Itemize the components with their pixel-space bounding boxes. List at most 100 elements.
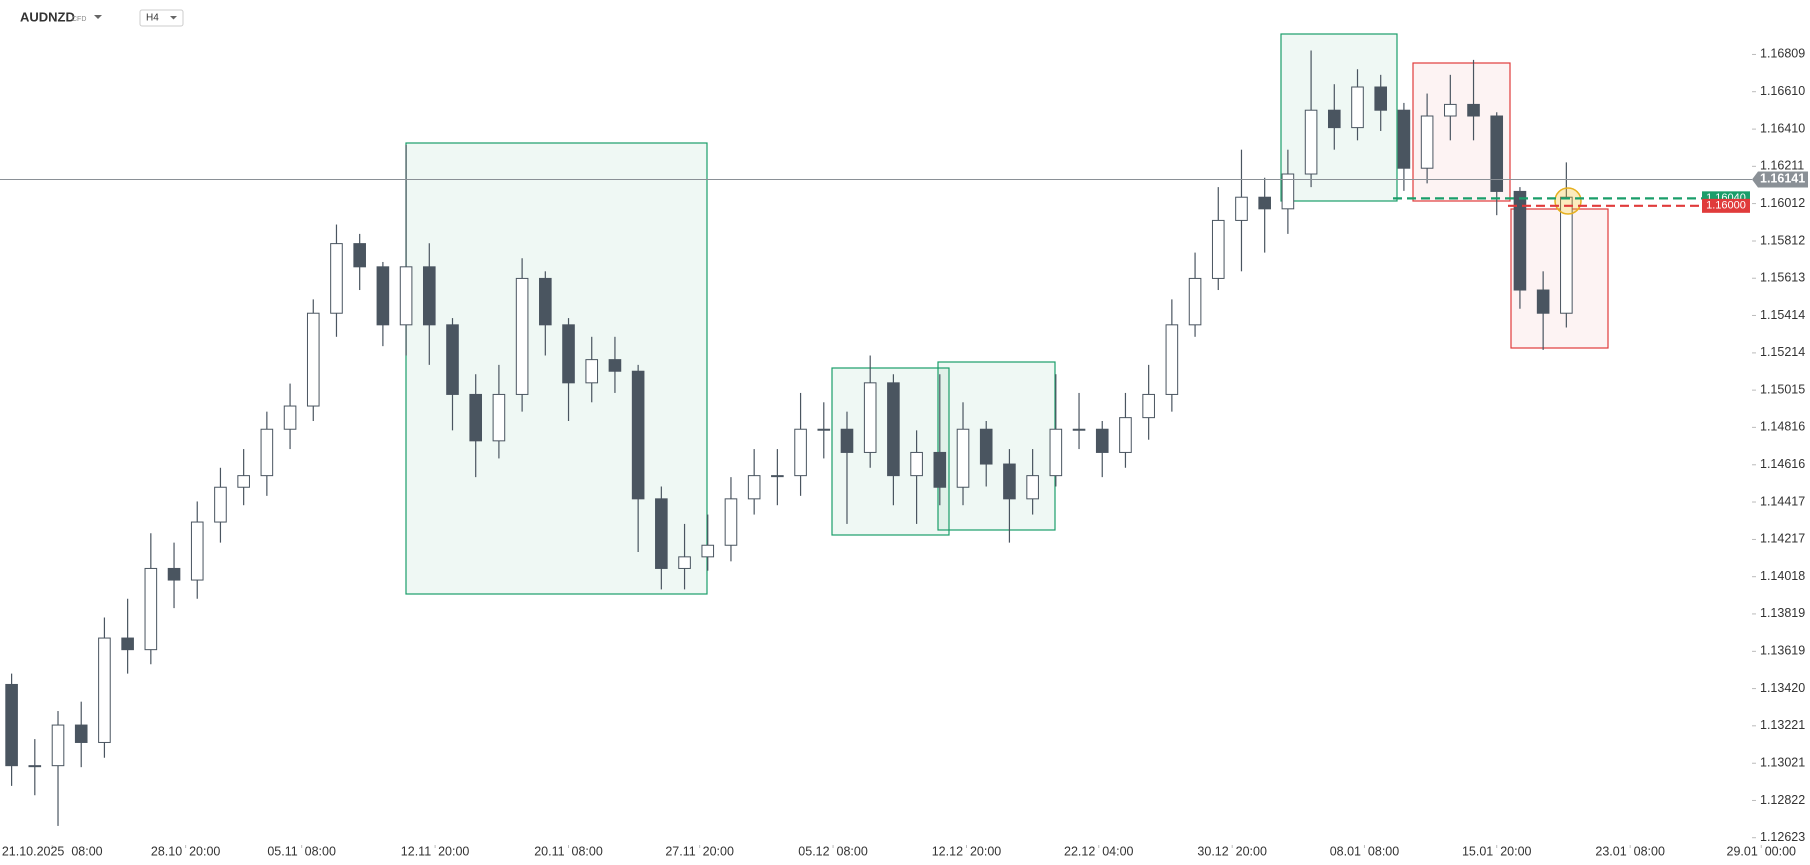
- candle-body: [1397, 109, 1411, 169]
- candle-body: [260, 428, 274, 477]
- candle-body: [539, 277, 552, 326]
- highlight-circle: [1554, 187, 1582, 215]
- candle-body: [701, 544, 715, 558]
- candle-body: [5, 683, 18, 767]
- candle-body: [817, 428, 831, 431]
- y-tick-label: 1.16211: [1760, 159, 1804, 173]
- candle-body: [933, 451, 947, 488]
- candle-body: [492, 393, 506, 442]
- x-tick-label: 12.11 20:00: [401, 844, 470, 858]
- y-tick-label: 1.16410: [1760, 121, 1805, 135]
- candle-body: [631, 370, 645, 500]
- candle-body: [1327, 109, 1341, 129]
- candle-body: [214, 486, 227, 523]
- candle-body: [28, 765, 42, 768]
- candle-body: [910, 451, 923, 477]
- candle-body: [1536, 289, 1550, 314]
- candle-body: [283, 405, 297, 430]
- last-price-tag: [1752, 171, 1808, 188]
- zone: [937, 361, 1056, 531]
- y-tick-label: 1.16809: [1760, 47, 1805, 61]
- candle-body: [190, 521, 204, 581]
- candle-body: [1374, 86, 1388, 111]
- y-tick-label: 1.14616: [1760, 457, 1805, 471]
- candle-body: [724, 498, 738, 546]
- candle-body: [1235, 196, 1248, 221]
- x-tick-label: 28.10 20:00: [151, 844, 221, 858]
- candle-body: [330, 243, 343, 314]
- x-tick-label: 12.12 20:00: [932, 844, 1002, 858]
- candles: [5, 50, 1573, 826]
- candle-body: [562, 324, 575, 384]
- dropdown-arrow[interactable]: [170, 16, 177, 20]
- candle-body: [655, 498, 668, 569]
- y-tick-label: 1.16012: [1760, 196, 1805, 210]
- y-tick-label: 1.12623: [1760, 830, 1805, 844]
- x-tick-label: 21.10.2025 08:00: [2, 844, 103, 858]
- candle-body: [1258, 196, 1271, 210]
- candle-body: [585, 359, 599, 384]
- timeframe-select[interactable]: [139, 9, 184, 27]
- candle-body: [887, 382, 900, 477]
- candle-body: [121, 637, 134, 651]
- instrument-type: CFD: [72, 16, 86, 23]
- x-tick-label: 05.11 08:00: [267, 844, 336, 858]
- y-tick-label: 1.15812: [1760, 233, 1805, 247]
- candle-body: [1165, 324, 1179, 395]
- candle-body: [399, 266, 413, 326]
- candle-body: [1119, 417, 1132, 453]
- y-tick-label: 1.15015: [1760, 382, 1805, 396]
- candle-body: [515, 277, 529, 395]
- x-tick-label: 08.01 08:00: [1330, 844, 1400, 858]
- candle-body: [74, 724, 88, 743]
- x-tick-label: 27.11 20:00: [665, 844, 734, 858]
- candle-body: [1211, 219, 1225, 279]
- last-price-label: 1.16141: [1760, 172, 1805, 186]
- candle-body: [1188, 277, 1202, 326]
- candle-body: [747, 475, 761, 500]
- zone: [1510, 208, 1609, 349]
- y-tick-label: 1.13221: [1760, 718, 1805, 732]
- x-tick-label: 15.01 20:00: [1462, 844, 1532, 858]
- candle-body: [469, 393, 483, 442]
- candle-body: [1560, 196, 1573, 314]
- dropdown-arrow[interactable]: [94, 15, 102, 19]
- candle-body: [1444, 103, 1457, 117]
- y-tick-label: 1.14816: [1760, 420, 1805, 434]
- y-tick-label: 1.15613: [1760, 271, 1805, 285]
- x-tick-label: 05.12 08:00: [798, 844, 868, 858]
- candle-body: [1467, 103, 1480, 117]
- y-tick-label: 1.13619: [1760, 644, 1805, 658]
- candle-body: [1026, 475, 1039, 500]
- candle-body: [979, 428, 993, 465]
- candle-body: [1490, 115, 1504, 192]
- candle-body: [1072, 428, 1086, 431]
- symbol[interactable]: AUDNZD: [20, 9, 75, 24]
- candle-body: [771, 475, 784, 478]
- timeframe[interactable]: H4: [146, 13, 159, 24]
- candle-body: [1304, 109, 1318, 175]
- y-tick-label: 1.15414: [1760, 308, 1805, 322]
- y-tick-label: 1.13420: [1760, 681, 1805, 695]
- candle-body: [1420, 115, 1434, 169]
- candle-body: [1003, 463, 1016, 500]
- x-tick-label: 22.12 04:00: [1064, 844, 1134, 858]
- y-tick-label: 1.14217: [1760, 532, 1805, 546]
- x-tick-label: 30.12 20:00: [1197, 844, 1267, 858]
- level-label: 1.16000: [1706, 200, 1746, 212]
- y-tick-label: 1.15214: [1760, 345, 1805, 359]
- candle-body: [863, 382, 877, 453]
- y-tick-label: 1.12822: [1760, 793, 1805, 807]
- candle-body: [98, 637, 111, 743]
- candle-body: [237, 475, 250, 488]
- candle-body: [1281, 173, 1295, 210]
- candle-body: [1095, 428, 1109, 453]
- y-tick-label: 1.16610: [1760, 84, 1805, 98]
- candle-body: [840, 428, 854, 453]
- candle-body: [1049, 428, 1063, 477]
- candle-body: [51, 724, 65, 767]
- candle-body: [422, 266, 436, 326]
- candle-body: [353, 243, 366, 268]
